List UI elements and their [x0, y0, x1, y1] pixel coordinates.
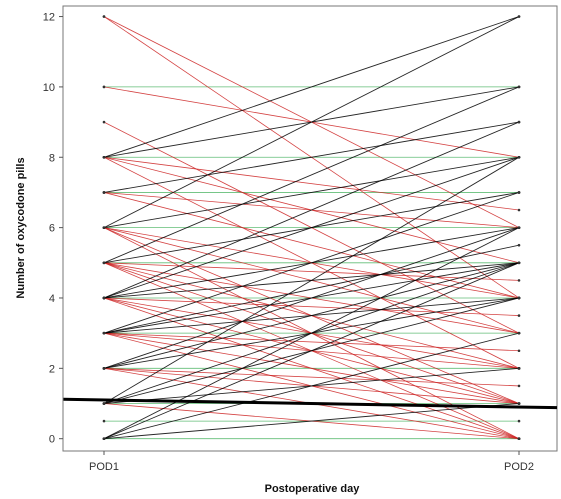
patient-point: [517, 261, 521, 265]
patient-line-increase: [103, 227, 520, 440]
patient-point: [102, 437, 106, 440]
patient-point: [517, 314, 521, 317]
patient-point: [102, 120, 106, 124]
patient-point: [102, 15, 106, 18]
patient-point: [517, 243, 521, 247]
patient-point: [102, 367, 106, 370]
y-tick-label-6: 6: [49, 223, 55, 235]
patient-line-increase: [103, 156, 520, 229]
patient-line-increase: [103, 227, 520, 369]
patient-line-increase: [103, 156, 520, 404]
patient-point: [517, 349, 521, 353]
x-axis-title: Postoperative day: [265, 483, 361, 495]
y-axis: 0 2 4 6 8 10 12: [43, 6, 64, 451]
patient-line-increase: [103, 244, 520, 334]
patient-point: [517, 437, 521, 440]
patient-point: [517, 402, 521, 405]
patient-line-decrease: [103, 297, 520, 316]
patient-line-increase: [103, 262, 520, 369]
patient-point: [102, 331, 106, 335]
patient-line-increase: [103, 121, 520, 299]
patient-line-increase: [103, 16, 520, 229]
patient-point: [517, 15, 521, 18]
patient-point: [102, 85, 106, 89]
trend-line: [62, 397, 558, 410]
y-tick-label-12: 12: [43, 12, 55, 24]
patient-point: [102, 226, 106, 229]
patient-point: [517, 279, 521, 282]
patient-line-increase: [103, 121, 520, 193]
patient-point: [517, 120, 521, 124]
patient-line-increase: [103, 403, 520, 440]
patient-line-increase: [103, 86, 520, 264]
patient-point: [102, 296, 106, 300]
trend-line-group: [62, 397, 558, 410]
patient-line-increase: [103, 262, 520, 440]
patient-point: [102, 419, 106, 423]
y-tick-label-8: 8: [49, 152, 55, 164]
y-axis-title: Number of oxycodone pills: [15, 157, 27, 298]
patient-point: [517, 191, 521, 194]
patient-point: [517, 296, 521, 300]
x-tick-label-pod2: POD2: [504, 461, 534, 473]
patient-line-decrease: [103, 262, 520, 281]
patient-point: [102, 191, 106, 194]
x-tick-label-pod1: POD1: [89, 461, 119, 473]
patient-line-decrease: [103, 367, 520, 387]
patient-line-increase: [103, 156, 520, 299]
patient-point: [517, 367, 521, 370]
patient-point: [517, 208, 521, 212]
patient-point: [517, 419, 521, 423]
patient-point: [102, 155, 106, 159]
patient-point: [517, 226, 521, 229]
patient-line-increase: [103, 16, 520, 158]
patient-point: [517, 331, 521, 335]
patient-point: [102, 261, 106, 265]
patient-point: [102, 402, 106, 405]
x-axis: POD1 POD2: [89, 451, 534, 473]
patient-line-increase: [103, 332, 520, 440]
y-tick-label-10: 10: [43, 82, 55, 94]
y-tick-label-0: 0: [49, 434, 55, 446]
y-tick-label-2: 2: [49, 363, 55, 375]
y-tick-label-4: 4: [49, 293, 55, 305]
patient-point: [517, 155, 521, 159]
patient-lines: [102, 15, 521, 440]
patient-point: [517, 85, 521, 89]
patient-line-increase: [103, 192, 520, 334]
patient-line-decrease: [103, 332, 520, 352]
patient-point: [517, 384, 521, 388]
patient-line-decrease: [103, 156, 520, 211]
